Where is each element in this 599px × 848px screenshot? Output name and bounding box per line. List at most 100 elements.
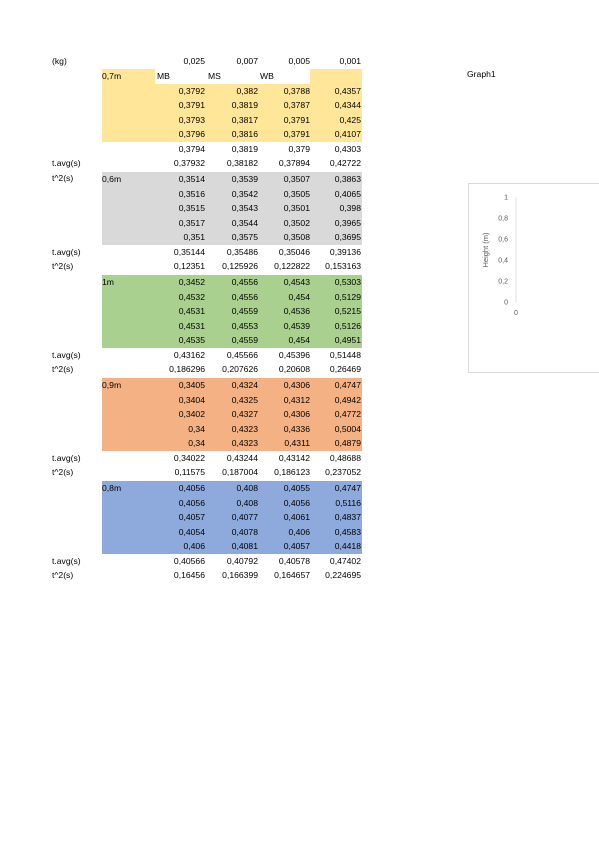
cell-mb[interactable]: 0,34	[188, 423, 205, 434]
cell-pb[interactable]: 0,4357	[334, 85, 361, 96]
cell-wb[interactable]: 0,3787	[283, 100, 310, 110]
cell-ms[interactable]: 0,4559	[231, 335, 258, 345]
avg-row-mb[interactable]: 0,40566	[173, 555, 205, 566]
cell-pb[interactable]: 0,4951	[334, 335, 361, 345]
cell-ms[interactable]: 0,382	[236, 85, 258, 96]
cell-pb[interactable]: 0,5116	[335, 497, 361, 508]
avg-row-mb[interactable]: 0,34022	[173, 452, 205, 463]
cell-mb[interactable]: 0,4056	[178, 483, 205, 493]
cell-pb[interactable]: 0,4065	[334, 188, 361, 199]
squared-row-ms[interactable]: 0,166399	[222, 570, 258, 580]
cell-wb[interactable]: 0,3502	[283, 217, 310, 228]
cell-wb[interactable]: 0,4312	[283, 394, 310, 405]
cell-pb[interactable]: 0,3965	[334, 217, 361, 228]
cell-wb[interactable]: 0,4061	[283, 512, 310, 522]
cell-pb[interactable]: 0,4583	[334, 526, 361, 537]
cell-pb[interactable]: 0,4107	[334, 129, 361, 139]
cell-pb[interactable]: 0,5215	[334, 306, 361, 316]
cell-ms[interactable]: 0,4323	[231, 423, 258, 434]
cell-mb[interactable]: 0,34	[188, 438, 205, 448]
cell-pb[interactable]: 0,5126	[334, 320, 361, 331]
cell-wb[interactable]: 0,454	[288, 291, 310, 302]
cell-mb[interactable]: 0,3514	[178, 174, 205, 184]
cell-wb[interactable]: 0,3505	[283, 188, 310, 199]
cell-wb[interactable]: 0,3507	[283, 174, 310, 184]
cell-mb[interactable]: 0,406	[183, 541, 205, 551]
cell-pb[interactable]: 0,4303	[334, 143, 361, 154]
cell-ms[interactable]: 0,4556	[231, 277, 258, 287]
squared-row-pb[interactable]: 0,224695	[325, 570, 361, 580]
cell-ms[interactable]: 0,3543	[231, 203, 258, 213]
cell-wb[interactable]: 0,3791	[283, 114, 310, 125]
squared-row-ms[interactable]: 0,125926	[222, 261, 258, 271]
squared-row-mb[interactable]: 0,186296	[169, 364, 205, 374]
cell-pb[interactable]: 0,5004	[334, 423, 361, 434]
squared-row-ms[interactable]: 0,207626	[222, 364, 258, 374]
squared-row-wb[interactable]: 0,122822	[274, 261, 310, 271]
cell-pb[interactable]: 0,5303	[334, 277, 361, 287]
cell-wb[interactable]: 0,379	[288, 143, 310, 154]
cell-mb[interactable]: 0,4057	[178, 512, 205, 522]
cell-wb[interactable]: 0,454	[288, 335, 310, 345]
cell-wb[interactable]: 0,3501	[283, 203, 310, 213]
avg-row-wb[interactable]: 0,45396	[278, 349, 310, 360]
cell-ms[interactable]: 0,4327	[231, 409, 258, 419]
cell-mb[interactable]: 0,3402	[178, 409, 205, 419]
cell-wb[interactable]: 0,4306	[283, 409, 310, 419]
cell-ms[interactable]: 0,3819	[231, 100, 258, 110]
cell-mb[interactable]: 0,4531	[178, 320, 205, 331]
cell-ms[interactable]: 0,3575	[231, 232, 258, 242]
cell-mb[interactable]: 0,3792	[178, 85, 205, 96]
cell-ms[interactable]: 0,4323	[231, 438, 258, 448]
avg-row-pb[interactable]: 0,48688	[329, 452, 361, 463]
cell-ms[interactable]: 0,3816	[231, 129, 258, 139]
cell-ms[interactable]: 0,408	[236, 483, 258, 493]
cell-mb[interactable]: 0,3791	[178, 100, 205, 110]
cell-pb[interactable]: 0,5129	[334, 291, 361, 302]
cell-mb[interactable]: 0,3405	[178, 380, 205, 390]
chart-frame[interactable]	[468, 183, 599, 373]
cell-wb[interactable]: 0,4539	[283, 320, 310, 331]
cell-pb[interactable]: 0,425	[339, 114, 361, 125]
avg-row-mb[interactable]: 0,37932	[173, 158, 205, 168]
cell-ms[interactable]: 0,4081	[231, 541, 258, 551]
scatter-chart[interactable]: 1 0,8 0,6 0,4 0,2 00 Height (m)	[468, 183, 599, 371]
avg-row-ms[interactable]: 0,35486	[226, 246, 258, 257]
cell-ms[interactable]: 0,3539	[231, 174, 258, 184]
cell-ms[interactable]: 0,3544	[231, 217, 258, 228]
squared-row-mb[interactable]: 0,12351	[173, 261, 205, 271]
cell-ms[interactable]: 0,4324	[231, 380, 258, 390]
cell-mb[interactable]: 0,3796	[178, 129, 205, 139]
cell-mb[interactable]: 0,3404	[178, 394, 205, 405]
avg-row-wb[interactable]: 0,40578	[278, 555, 310, 566]
avg-row-ms[interactable]: 0,38182	[226, 158, 258, 168]
squared-row-ms[interactable]: 0,187004	[222, 467, 258, 477]
cell-wb[interactable]: 0,3791	[283, 129, 310, 139]
squared-row-mb[interactable]: 0,11575	[174, 467, 205, 477]
cell-wb[interactable]: 0,4311	[284, 438, 310, 448]
cell-wb[interactable]: 0,4306	[283, 380, 310, 390]
cell-mb[interactable]: 0,4054	[178, 526, 205, 537]
squared-row-wb[interactable]: 0,20608	[278, 364, 310, 374]
cell-mb[interactable]: 0,3517	[178, 217, 205, 228]
cell-ms[interactable]: 0,3817	[231, 114, 258, 125]
squared-row-pb[interactable]: 0,153163	[325, 261, 361, 271]
cell-ms[interactable]: 0,4325	[231, 394, 258, 405]
avg-row-ms[interactable]: 0,43244	[226, 452, 258, 463]
cell-mb[interactable]: 0,351	[183, 232, 205, 242]
avg-row-pb[interactable]: 0,42722	[329, 158, 361, 168]
cell-pb[interactable]: 0,3863	[334, 174, 361, 184]
avg-row-pb[interactable]: 0,51448	[329, 349, 361, 360]
cell-wb[interactable]: 0,3508	[283, 232, 310, 242]
cell-pb[interactable]: 0,4418	[334, 541, 361, 551]
cell-mb[interactable]: 0,3794	[178, 143, 205, 154]
squared-row-wb[interactable]: 0,186123	[274, 467, 310, 477]
avg-row-mb[interactable]: 0,43162	[173, 349, 205, 360]
cell-mb[interactable]: 0,4056	[178, 497, 205, 508]
cell-mb[interactable]: 0,4535	[178, 335, 205, 345]
cell-ms[interactable]: 0,3542	[231, 188, 258, 199]
cell-ms[interactable]: 0,4559	[231, 306, 258, 316]
cell-pb[interactable]: 0,4747	[334, 380, 361, 390]
cell-mb[interactable]: 0,4532	[178, 291, 205, 302]
squared-row-mb[interactable]: 0,16456	[173, 570, 205, 580]
